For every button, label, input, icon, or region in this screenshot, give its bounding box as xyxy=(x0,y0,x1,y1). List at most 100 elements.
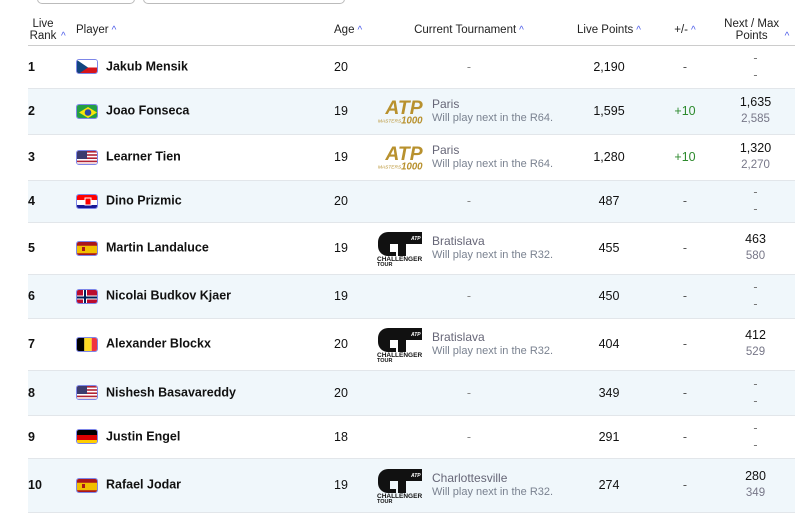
chevron-up-icon: ^ xyxy=(784,30,790,42)
player-cell[interactable]: Learner Tien xyxy=(76,134,334,181)
tournament-name[interactable]: Charlottesville xyxy=(432,471,508,485)
points-diff: - xyxy=(654,180,716,223)
player-name[interactable]: Justin Engel xyxy=(106,429,181,444)
player-name[interactable]: Alexander Blockx xyxy=(106,337,211,352)
age: 20 xyxy=(334,318,374,371)
table-row[interactable]: 9 Justin Engel 18 - 291 - -- xyxy=(28,415,795,459)
player-cell[interactable]: Dino Prizmic xyxy=(76,180,334,223)
col-player[interactable]: Player ^ xyxy=(76,16,334,46)
tournament-cell: - xyxy=(374,370,564,416)
age: 20 xyxy=(334,370,374,416)
chevron-up-icon: ^ xyxy=(357,24,363,36)
tournament-name[interactable]: Bratislava xyxy=(432,234,485,248)
next-max-cell: -- xyxy=(716,45,795,89)
points-diff: - xyxy=(654,415,716,459)
table-row[interactable]: 5 Martin Landaluce 19 ATP CHALLENGER TOUR B… xyxy=(28,222,795,275)
flag-germany-icon xyxy=(76,429,98,445)
svg-text:TOUR: TOUR xyxy=(377,499,393,503)
chevron-up-icon: ^ xyxy=(61,30,66,42)
tournament-status: Will play next in the R64. xyxy=(432,112,554,124)
player-name[interactable]: Rafael Jodar xyxy=(106,478,182,493)
svg-text:ATP: ATP xyxy=(384,144,422,165)
table-row[interactable]: 1 Jakub Mensik 20 - 2,190 - -- xyxy=(28,45,795,89)
table-row[interactable]: 2 Joao Fonseca 19 ATP MASTERS 1000 Paris Wil… xyxy=(28,88,795,135)
player-name[interactable]: Martin Landaluce xyxy=(106,241,209,256)
next-points: 412 xyxy=(745,328,766,342)
max-points: 2,585 xyxy=(741,113,770,125)
svg-text:MASTERS: MASTERS xyxy=(378,165,402,171)
next-max-cell: -- xyxy=(716,274,795,319)
player-name[interactable]: Nishesh Basavareddy xyxy=(106,385,236,400)
live-points: 2,190 xyxy=(564,45,654,89)
live-points: 274 xyxy=(564,458,654,513)
max-points: 529 xyxy=(745,346,766,358)
flag-spain-icon xyxy=(76,477,98,493)
player-cell[interactable]: Justin Engel xyxy=(76,415,334,459)
table-header: Live Rank ^ Player ^ Age ^ Current Tourname… xyxy=(28,16,795,46)
max-points: - xyxy=(753,297,758,311)
filter-select[interactable] xyxy=(37,0,135,4)
player-name[interactable]: Nicolai Budkov Kjaer xyxy=(106,289,232,304)
search-input[interactable] xyxy=(143,0,345,4)
tournament-name[interactable]: Paris xyxy=(432,143,460,157)
flag-spain-icon xyxy=(76,240,98,256)
max-points: 2,270 xyxy=(741,159,770,171)
table-row[interactable]: 4 Dino Prizmic 20 - 487 - -- xyxy=(28,180,795,223)
next-points: 463 xyxy=(745,232,766,246)
age: 19 xyxy=(334,134,374,181)
col-rank[interactable]: Live Rank ^ xyxy=(28,16,76,46)
svg-text:CHALLENGER: CHALLENGER xyxy=(377,256,422,263)
max-points: 580 xyxy=(745,250,766,262)
player-cell[interactable]: Alexander Blockx xyxy=(76,318,334,371)
table-row[interactable]: 3 Learner Tien 19 ATP MASTERS 1000 Paris Wil… xyxy=(28,134,795,181)
age: 19 xyxy=(334,88,374,135)
player-cell[interactable]: Joao Fonseca xyxy=(76,88,334,135)
live-points: 1,595 xyxy=(564,88,654,135)
tournament-logo: ATP CHALLENGER TOUR xyxy=(376,327,432,362)
player-name[interactable]: Learner Tien xyxy=(106,150,181,165)
live-points: 291 xyxy=(564,415,654,459)
tournament-status: Will play next in the R64. xyxy=(432,158,554,170)
col-tournament[interactable]: Current Tournament ^ xyxy=(374,16,564,46)
next-points: - xyxy=(753,50,758,65)
tournament-cell: - xyxy=(374,274,564,319)
live-points: 450 xyxy=(564,274,654,319)
player-name[interactable]: Dino Prizmic xyxy=(106,194,182,209)
table-row[interactable]: 10 Rafael Jodar 19 ATP CHALLENGER TOUR Char… xyxy=(28,458,795,513)
svg-text:MASTERS: MASTERS xyxy=(378,119,402,125)
table-row[interactable]: 8 Nishesh Basavareddy 20 - 349 - -- xyxy=(28,370,795,416)
max-points: - xyxy=(753,67,758,82)
player-cell[interactable]: Rafael Jodar xyxy=(76,458,334,513)
rank: 4 xyxy=(28,180,76,223)
points-diff: +10 xyxy=(654,134,716,181)
tournament-status: Will play next in the R32. xyxy=(432,249,554,261)
tournament-name[interactable]: Paris xyxy=(432,97,460,111)
svg-text:ATP: ATP xyxy=(410,332,421,338)
col-age[interactable]: Age ^ xyxy=(334,16,374,46)
col-diff[interactable]: +/- ^ xyxy=(654,16,716,46)
rank: 6 xyxy=(28,274,76,319)
next-points: - xyxy=(753,280,758,294)
chevron-up-icon: ^ xyxy=(636,24,641,36)
player-cell[interactable]: Martin Landaluce xyxy=(76,222,334,275)
table-row[interactable]: 7 Alexander Blockx 20 ATP CHALLENGER TOUR B… xyxy=(28,318,795,371)
col-nextmax[interactable]: Next / Max Points ^ xyxy=(716,16,795,46)
tournament-cell: ATP CHALLENGER TOUR Bratislava Will play nex… xyxy=(374,318,564,371)
points-diff: - xyxy=(654,45,716,89)
points-diff: +10 xyxy=(654,88,716,135)
player-name[interactable]: Joao Fonseca xyxy=(106,104,190,119)
chevron-up-icon: ^ xyxy=(691,24,696,36)
table-row[interactable]: 6 Nicolai Budkov Kjaer 19 - 450 - -- xyxy=(28,274,795,319)
live-points: 349 xyxy=(564,370,654,416)
age: 19 xyxy=(334,222,374,275)
max-points: - xyxy=(753,393,758,408)
tournament-logo: ATP MASTERS 1000 xyxy=(376,94,432,128)
tournament-name[interactable]: Bratislava xyxy=(432,330,485,344)
col-points[interactable]: Live Points ^ xyxy=(564,16,654,46)
player-cell[interactable]: Nishesh Basavareddy xyxy=(76,370,334,416)
player-cell[interactable]: Jakub Mensik xyxy=(76,45,334,89)
player-cell[interactable]: Nicolai Budkov Kjaer xyxy=(76,274,334,319)
player-name[interactable]: Jakub Mensik xyxy=(106,59,188,74)
max-points: - xyxy=(753,437,758,452)
